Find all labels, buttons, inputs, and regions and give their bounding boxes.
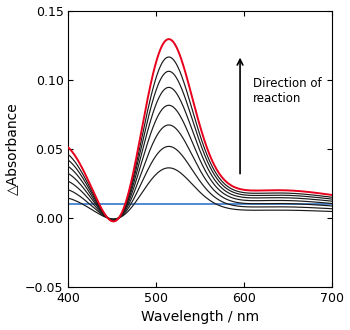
Text: Direction of
reaction: Direction of reaction — [253, 77, 322, 105]
Y-axis label: △Absorbance: △Absorbance — [6, 102, 20, 195]
X-axis label: Wavelength / nm: Wavelength / nm — [141, 311, 259, 324]
